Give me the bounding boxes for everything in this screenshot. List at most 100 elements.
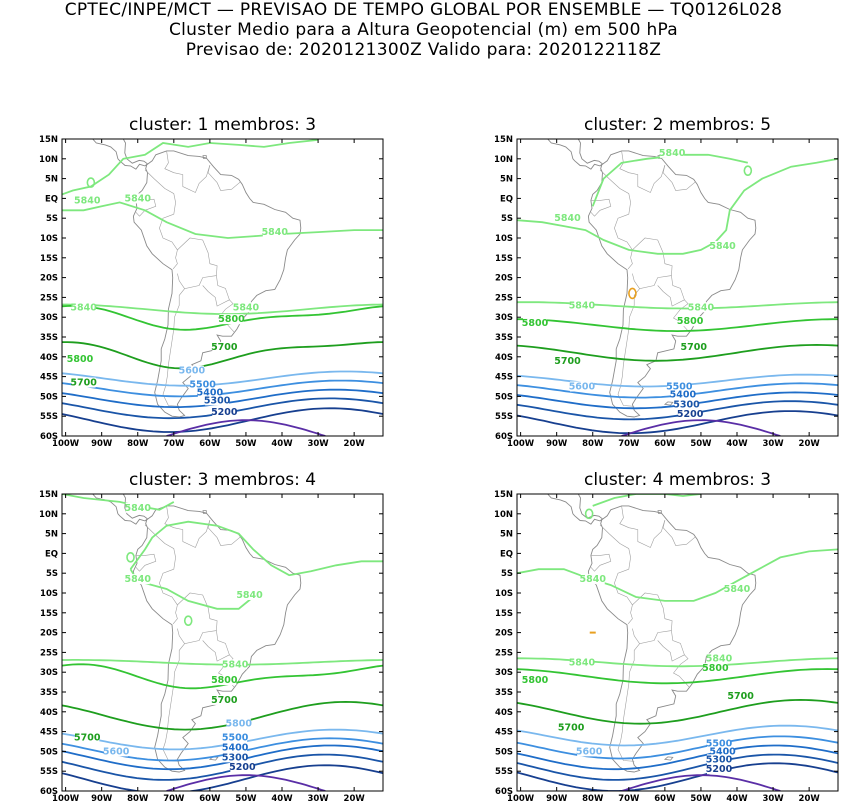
- lon-tick-label: 100W: [52, 794, 80, 803]
- contour-5600: [517, 724, 838, 747]
- lat-tick-label: 10N: [494, 155, 513, 165]
- lat-tick-label: 40S: [495, 353, 513, 363]
- contour-5100: [621, 774, 781, 791]
- map-panel-2: cluster: 2 membros: 5 5840 5840 5840 5840 584…: [494, 115, 839, 449]
- lon-tick-label: 50W: [690, 794, 712, 803]
- lat-tick-label: 15S: [40, 609, 58, 619]
- lon-tick-label: 90W: [91, 439, 113, 449]
- contour-5840: [517, 657, 838, 668]
- contour-label: 5840: [688, 302, 715, 313]
- contour-label: 5700: [74, 733, 101, 744]
- lat-tick-label: 10S: [40, 234, 58, 244]
- lat-tick-label: 5S: [501, 569, 513, 579]
- contour-5800: [517, 318, 838, 333]
- lat-tick-label: 30S: [40, 668, 58, 678]
- contour-5800: [62, 663, 383, 690]
- lon-tick-label: 90W: [546, 439, 568, 449]
- contour-label: 5840: [233, 302, 260, 313]
- lon-tick-label: 70W: [618, 439, 640, 449]
- contour-label: 5300: [222, 752, 249, 763]
- lat-tick-label: 10S: [495, 234, 513, 244]
- lat-tick-label: 15N: [39, 135, 58, 145]
- map-frame: [516, 138, 839, 437]
- contour-label: 5500: [222, 733, 249, 744]
- contour-5400: [517, 744, 838, 771]
- lat-tick-label: 40S: [40, 353, 58, 363]
- contour-5840-north: [129, 520, 383, 577]
- contour-5840: [62, 303, 383, 315]
- contour-label: 5400: [709, 746, 736, 757]
- lon-tick-label: 20W: [344, 439, 366, 449]
- contour-5200: [517, 762, 838, 791]
- contour-label: 5500: [189, 380, 216, 391]
- contour-label: 5800: [211, 675, 238, 686]
- map-frame: [61, 138, 384, 437]
- lat-tick-label: 10N: [39, 510, 58, 520]
- panel-title: cluster: 4 membros: 3: [584, 470, 771, 490]
- coastlines: [92, 494, 302, 773]
- coastlines: [547, 494, 757, 773]
- lon-tick-label: 80W: [582, 794, 604, 803]
- lat-tick-label: 30S: [40, 313, 58, 323]
- contour-label: 5600: [569, 382, 596, 393]
- lon-tick-label: 30W: [307, 794, 329, 803]
- lat-tick-label: 45S: [495, 373, 513, 383]
- contour-5880-cell: [628, 287, 637, 300]
- lon-tick-label: 80W: [127, 439, 149, 449]
- contour-label: 5700: [681, 342, 708, 353]
- contour-5300: [62, 753, 383, 781]
- geopotential-contours: [517, 494, 838, 791]
- contour-5600: [62, 370, 383, 387]
- lon-tick-label: 60W: [654, 794, 676, 803]
- geopotential-contours: [517, 153, 838, 436]
- lon-tick-label: 50W: [235, 439, 257, 449]
- lon-tick-label: 30W: [307, 439, 329, 449]
- lat-tick-label: 45S: [40, 373, 58, 383]
- lat-tick-label: 50S: [495, 392, 513, 402]
- lat-tick-label: 50S: [40, 392, 58, 402]
- panel-title: cluster: 2 membros: 5: [584, 115, 771, 135]
- lon-tick-label: 70W: [163, 794, 185, 803]
- contour-5500: [517, 735, 838, 760]
- map-panel-1: cluster: 1 membros: 3 5840 5840 5840 5840 584…: [39, 115, 384, 449]
- contour-cell: [183, 615, 193, 627]
- contour-5840-north: [517, 548, 838, 602]
- contour-5840-north: [62, 494, 175, 511]
- contour-label: 5800: [522, 675, 549, 686]
- lat-tick-label: 20S: [495, 274, 513, 284]
- contour-label: 5300: [673, 399, 700, 410]
- lat-tick-label: 55S: [40, 767, 58, 777]
- lat-tick-label: 20S: [40, 274, 58, 284]
- contour-label: 5840: [724, 584, 751, 595]
- contour-label: 5840: [706, 653, 733, 664]
- lat-tick-label: 5S: [501, 214, 513, 224]
- lat-tick-label: 15S: [40, 254, 58, 264]
- lon-tick-label: 100W: [507, 794, 535, 803]
- contour-label: 5300: [706, 754, 733, 765]
- lat-tick-label: 35S: [495, 333, 513, 343]
- lon-tick-label: 60W: [199, 439, 221, 449]
- coastlines: [547, 139, 757, 418]
- lat-tick-label: 20S: [40, 629, 58, 639]
- lat-tick-label: 55S: [40, 412, 58, 422]
- contour-label: 5840: [659, 148, 686, 159]
- lat-tick-label: 5N: [500, 175, 513, 185]
- lat-tick-label: 15N: [494, 135, 513, 145]
- contour-label: 5700: [554, 356, 581, 367]
- lat-tick-label: 60S: [495, 432, 513, 442]
- lat-tick-label: 45S: [495, 728, 513, 738]
- lon-tick-label: 80W: [582, 439, 604, 449]
- lat-tick-label: 25S: [40, 293, 58, 303]
- contour-5800: [62, 304, 383, 331]
- lon-tick-label: 70W: [163, 439, 185, 449]
- lat-tick-label: 35S: [40, 333, 58, 343]
- map-panel-3: cluster: 3 membros: 4 5840 5840 5840 5840 580…: [39, 470, 384, 803]
- contour-label: 5840: [569, 300, 596, 311]
- lon-tick-label: 20W: [799, 794, 821, 803]
- contour-5200: [517, 410, 838, 435]
- panel-title: cluster: 3 membros: 4: [129, 470, 316, 490]
- contour-label: 5700: [70, 378, 97, 389]
- contour-label: 5840: [236, 590, 263, 601]
